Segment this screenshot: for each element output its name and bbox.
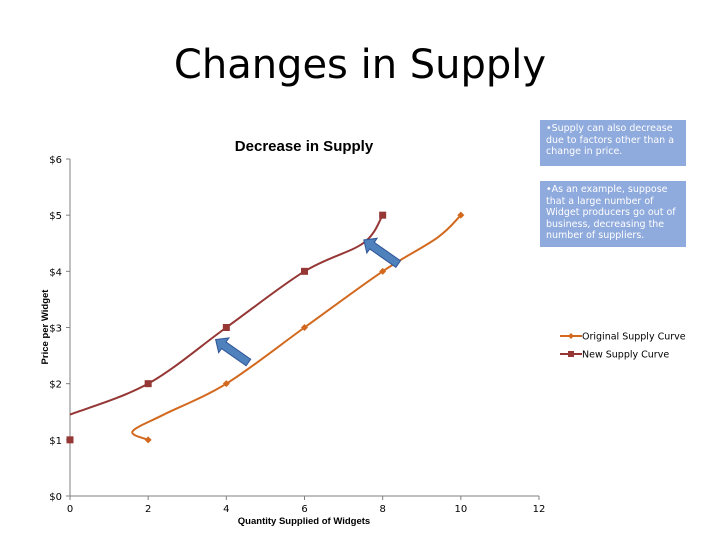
shift-arrow-upper-shape: [363, 237, 402, 269]
new-supply-point: [66, 436, 74, 444]
x-tick-label: 8: [379, 504, 385, 515]
legend-marker-new-supply: [568, 351, 574, 357]
shift-arrow-upper: [363, 237, 402, 269]
original-supply-point: [379, 267, 387, 275]
legend-label-original-supply: Original Supply Curve: [582, 332, 686, 343]
shift-arrow-lower-shape: [215, 337, 252, 367]
new-supply-point: [222, 324, 230, 331]
y-tick-label: $5: [49, 211, 62, 222]
legend-label-new-supply: New Supply Curve: [582, 350, 669, 361]
x-tick-label: 6: [301, 504, 307, 515]
original-supply-line: [131, 214, 462, 441]
x-tick-label: 0: [67, 504, 73, 515]
y-tick-label: $1: [49, 436, 62, 447]
x-tick-label: 10: [454, 504, 467, 515]
x-tick-label: 2: [145, 504, 151, 515]
new-supply-point: [144, 380, 152, 388]
y-tick-label: $6: [49, 155, 62, 166]
slide-title: Changes in Supply: [173, 42, 547, 88]
y-tick-label: $2: [49, 380, 62, 391]
x-tick-label: 4: [223, 504, 229, 515]
x-tick-label: 12: [533, 504, 546, 515]
shift-arrow-lower: [215, 337, 252, 367]
original-supply-point: [144, 436, 152, 444]
y-tick-label: $4: [49, 267, 62, 278]
y-tick-label: $0: [49, 492, 62, 503]
original-supply-point: [457, 211, 465, 219]
note-box-example: •As an example, suppose that a large num…: [540, 181, 686, 247]
original-supply-point: [222, 380, 230, 388]
original-supply-point: [301, 324, 308, 331]
y-tick-label: $3: [49, 324, 62, 335]
x-axis-label: Quantity Supplied of Widgets: [238, 516, 370, 527]
note-box-supply-decrease: •Supply can also decrease due to factors…: [540, 120, 686, 166]
new-supply-point: [379, 211, 387, 219]
new-supply-point: [301, 267, 308, 275]
new-supply-line: [69, 214, 384, 416]
legend-marker-original-supply: [568, 333, 574, 339]
chart-title: Decrease in Supply: [235, 138, 374, 155]
y-axis-label: Price per Widget: [40, 289, 51, 365]
